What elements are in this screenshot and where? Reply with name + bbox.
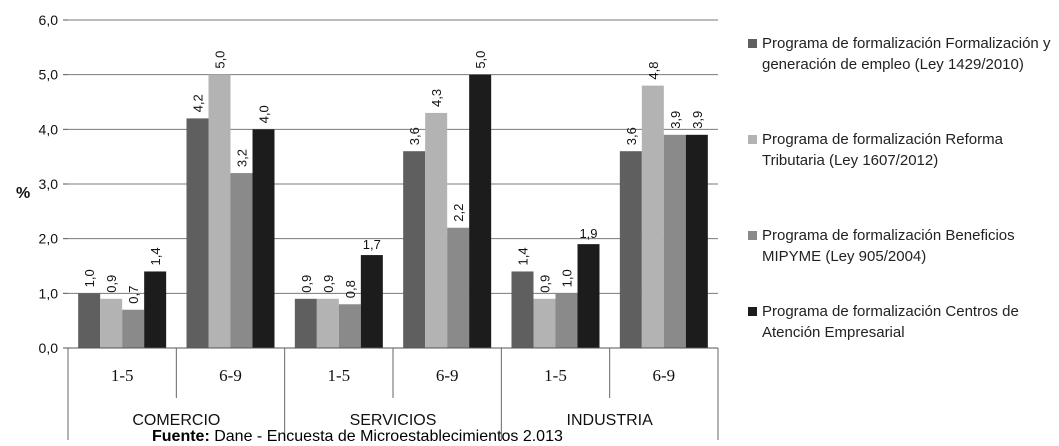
bar <box>230 173 253 348</box>
bar <box>294 298 317 348</box>
data-label: 0,7 <box>126 286 141 304</box>
legend-swatch <box>748 135 757 144</box>
group-label: SERVICIOS <box>350 412 437 429</box>
data-label: 0,9 <box>321 275 336 293</box>
legend-swatch <box>748 39 757 48</box>
bar <box>78 293 101 348</box>
bar <box>663 134 686 348</box>
bars <box>78 74 708 349</box>
data-label: 0,8 <box>343 280 358 298</box>
legend-item: Programa de formalización Centros de Ate… <box>748 301 1052 343</box>
bar <box>316 298 339 348</box>
data-label: 3,9 <box>668 111 683 129</box>
source-note: Fuente: Dane - Encuesta de Microestablec… <box>152 428 563 445</box>
grid-lines <box>68 19 718 294</box>
y-tick-label: 3,0 <box>39 176 59 192</box>
bar <box>577 244 600 348</box>
data-label: 1,7 <box>363 237 381 252</box>
bar <box>338 304 361 348</box>
group-label: COMERCIO <box>132 412 220 429</box>
source-text: Dane - Encuesta de Microestablecimientos… <box>210 428 563 445</box>
x-tick-label: 6-9 <box>436 366 459 385</box>
data-label: 5,0 <box>213 51 228 69</box>
data-label: 1,0 <box>82 269 97 287</box>
legend-label: Programa de formalización Beneficios MIP… <box>762 227 1015 265</box>
legend-label: Programa de formalización Reforma Tribut… <box>762 131 1003 169</box>
bar <box>403 151 426 348</box>
bar-chart: 0,0 1,0 2,0 3,0 4,0 5,0 6,0 1,0 4,2 0,9 3,6 1,4 3,6… <box>16 12 719 445</box>
bar <box>144 271 167 348</box>
data-label: 3,2 <box>235 149 250 167</box>
y-tick-label: 5,0 <box>39 67 59 83</box>
x-tick-label: 1-5 <box>544 366 567 385</box>
source-prefix: Fuente: <box>152 428 210 445</box>
data-label: 3,6 <box>407 127 422 145</box>
y-tick-label: 2,0 <box>39 231 59 247</box>
y-tick-label: 1,0 <box>39 285 59 301</box>
x-tick-label: 1-5 <box>327 366 350 385</box>
legend-item: Programa de formalización Formalización … <box>748 33 1052 75</box>
y-tick-label: 6,0 <box>39 12 59 28</box>
data-label: 3,6 <box>624 127 639 145</box>
bar <box>447 227 470 348</box>
y-axis-label: % <box>16 185 30 202</box>
y-axis-ticks: 0,0 1,0 2,0 3,0 4,0 5,0 6,0 <box>39 12 68 356</box>
bar <box>252 129 275 348</box>
legend-item: Programa de formalización Beneficios MIP… <box>748 225 1052 267</box>
data-labels: 1,0 4,2 0,9 3,6 1,4 3,6 0,9 5,0 0,9 4,3 0,9 4,8 0,7 3… <box>82 51 705 304</box>
y-tick-label: 0,0 <box>39 340 59 356</box>
group-label: INDUSTRIA <box>567 412 654 429</box>
x-tick-label: 6-9 <box>219 366 242 385</box>
data-label: 0,9 <box>538 275 553 293</box>
data-label: 1,4 <box>148 247 163 265</box>
data-label: 4,8 <box>646 62 661 80</box>
bar <box>208 74 231 349</box>
data-label: 2,2 <box>451 204 466 222</box>
bar <box>685 134 708 348</box>
bar <box>511 271 534 348</box>
legend-item: Programa de formalización Reforma Tribut… <box>748 129 1052 171</box>
bar <box>619 151 642 348</box>
bar <box>425 112 448 348</box>
legend-swatch <box>748 231 757 240</box>
bar <box>641 85 664 348</box>
x-tick-label: 1-5 <box>111 366 134 385</box>
bar <box>533 298 556 348</box>
data-label: 1,0 <box>560 269 575 287</box>
x-tick-label: 6-9 <box>652 366 675 385</box>
y-tick-label: 4,0 <box>39 121 59 137</box>
bar <box>186 118 209 349</box>
bar <box>555 293 578 348</box>
bar <box>469 74 492 349</box>
data-label: 3,9 <box>690 111 705 129</box>
legend-label: Programa de formalización Formalización … <box>762 35 1051 73</box>
data-label: 1,9 <box>579 226 597 241</box>
data-label: 4,3 <box>429 89 444 107</box>
bar <box>360 255 383 348</box>
data-label: 4,2 <box>191 94 206 112</box>
legend-swatch <box>748 307 757 316</box>
data-label: 1,4 <box>516 247 531 265</box>
bar <box>100 298 123 348</box>
data-label: 0,9 <box>299 275 314 293</box>
bar <box>122 309 145 348</box>
x-axis: 1-5 6-9 1-5 6-9 1-5 6-9 COMERCIO SERVICIOS INDUS… <box>67 347 719 440</box>
legend-label: Programa de formalización Centros de Ate… <box>762 303 1019 341</box>
data-label: 0,9 <box>104 275 119 293</box>
data-label: 5,0 <box>473 51 488 69</box>
data-label: 4,0 <box>257 105 272 123</box>
